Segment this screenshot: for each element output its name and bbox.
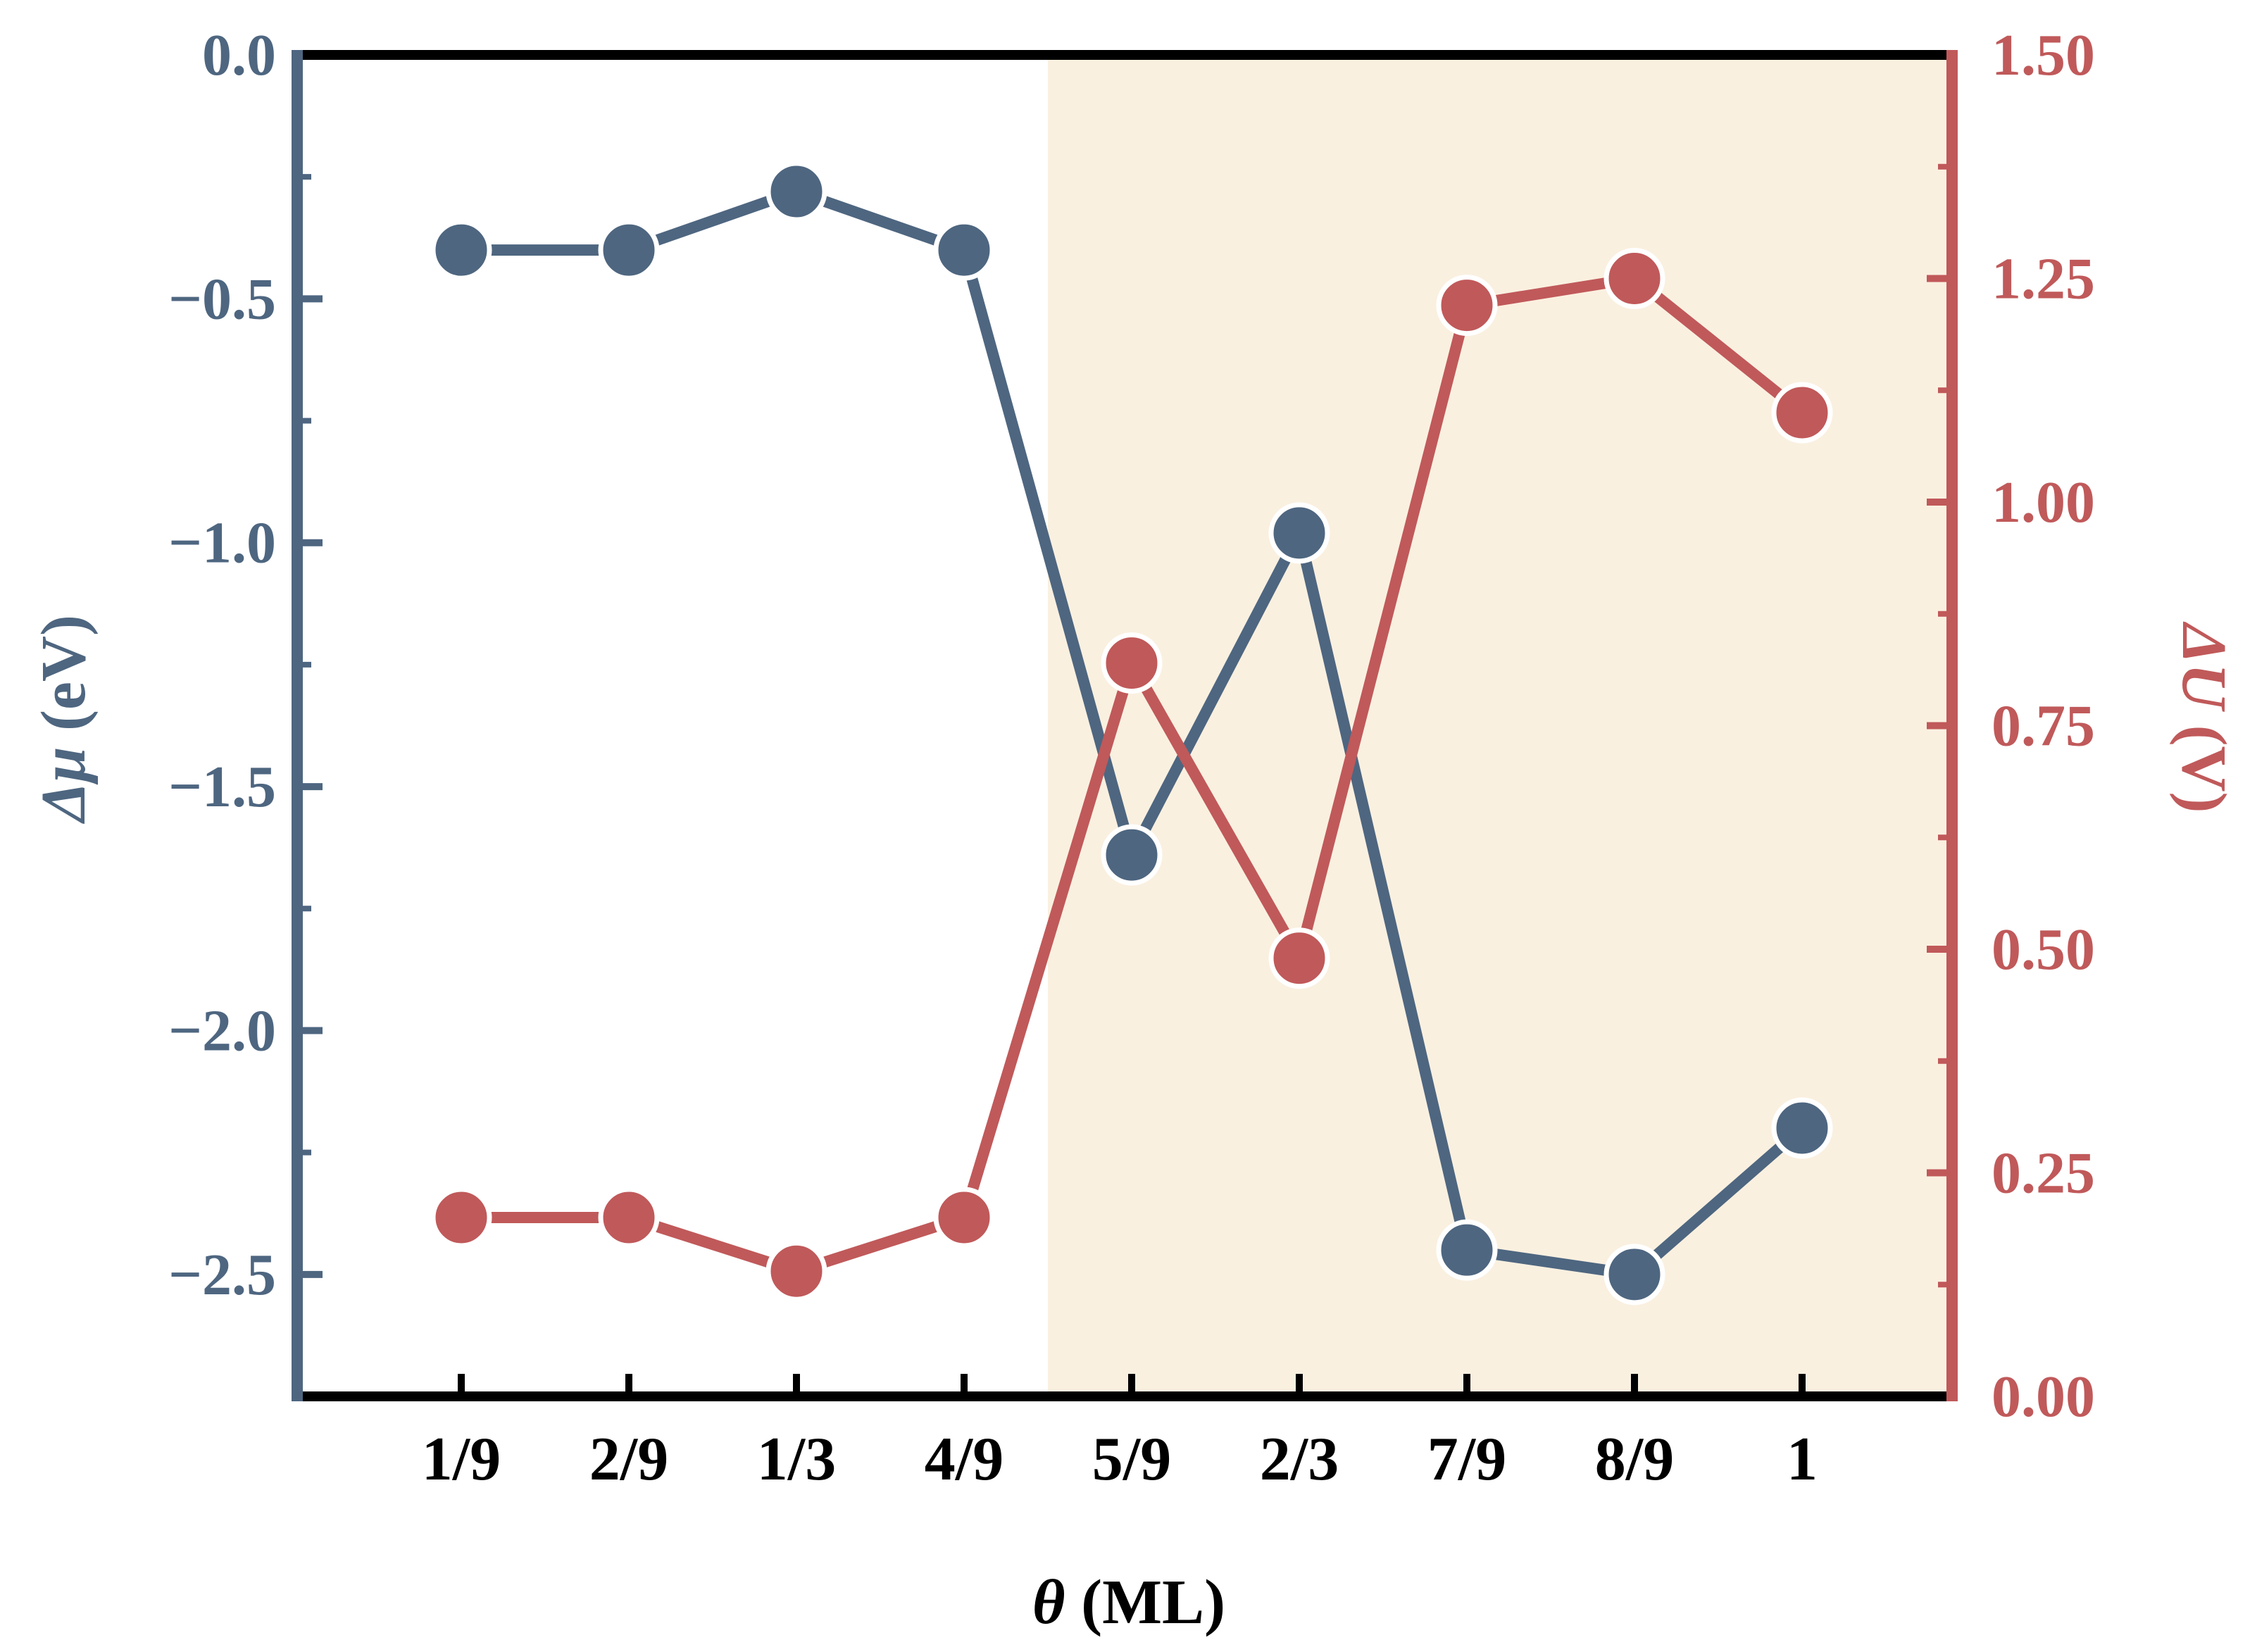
x-tick-label: 5/9 bbox=[1092, 1425, 1171, 1494]
x-tick-label: 4/9 bbox=[925, 1425, 1004, 1494]
left-axis-title-symbol: Δμ bbox=[29, 746, 99, 823]
x-axis-title-symbol: θ bbox=[1032, 1567, 1065, 1637]
x-tick-label: 8/9 bbox=[1595, 1425, 1674, 1494]
series-left-point bbox=[430, 219, 492, 281]
series-right-point bbox=[765, 1240, 827, 1302]
series-right-point bbox=[1101, 632, 1163, 694]
series-left-point bbox=[765, 161, 827, 223]
right-tick-label: 1.00 bbox=[1992, 470, 2095, 535]
right-axis-title: ΔU (V) bbox=[2169, 622, 2239, 813]
x-tick-label: 1/3 bbox=[757, 1425, 836, 1494]
right-tick-label: 1.50 bbox=[1992, 23, 2095, 88]
right-axis-title-symbol: ΔU bbox=[2169, 622, 2239, 712]
series-left-point bbox=[1268, 502, 1330, 564]
series-right-point bbox=[1268, 927, 1330, 989]
series-right-point bbox=[598, 1187, 660, 1249]
series-right-point bbox=[1603, 248, 1665, 309]
right-tick-label: 1.25 bbox=[1992, 246, 2095, 312]
x-tick-label: 1/9 bbox=[422, 1425, 501, 1494]
right-tick-label: 0.25 bbox=[1992, 1141, 2095, 1206]
series-right-point bbox=[1771, 382, 1833, 444]
right-tick-label: 0.50 bbox=[1992, 917, 2095, 982]
left-tick-label: −1.5 bbox=[168, 754, 276, 820]
left-tick-label: −2.0 bbox=[168, 998, 276, 1063]
right-tick-label: 0.75 bbox=[1992, 694, 2095, 759]
series-layer bbox=[430, 161, 1833, 1306]
x-axis-title-unit: (ML) bbox=[1065, 1567, 1225, 1637]
series-right-point bbox=[1436, 275, 1498, 337]
left-axis-ticks: 0.0 −0.5 −1.0 −1.5 −2.0 −2.5 bbox=[168, 23, 323, 1399]
left-tick-label: 0.0 bbox=[202, 23, 276, 88]
left-axis-title: Δμ (eV) bbox=[29, 615, 99, 824]
x-tick-label: 1 bbox=[1787, 1425, 1818, 1494]
series-left-point bbox=[933, 219, 995, 281]
series-left-point bbox=[598, 219, 660, 281]
left-tick-label: −0.5 bbox=[168, 266, 276, 332]
series-left-point bbox=[1771, 1097, 1833, 1159]
shaded-region bbox=[1048, 55, 1952, 1396]
x-tick-label: 7/9 bbox=[1427, 1425, 1506, 1494]
x-axis-ticks: 1/9 2/9 1/3 4/9 5/9 2/3 7/9 8/9 1 bbox=[422, 1374, 1818, 1494]
series-left-point bbox=[1603, 1244, 1665, 1306]
right-axis-title-unit: (V) bbox=[2169, 709, 2239, 813]
series-left-point bbox=[1436, 1219, 1498, 1281]
right-tick-label: 0.00 bbox=[1992, 1364, 2095, 1429]
x-tick-label: 2/3 bbox=[1260, 1425, 1339, 1494]
series-right-point bbox=[430, 1187, 492, 1249]
left-tick-label: −1.0 bbox=[168, 511, 276, 576]
x-axis-title: θ (ML) bbox=[1032, 1567, 1225, 1637]
left-tick-label: −2.5 bbox=[168, 1242, 276, 1308]
series-left-point bbox=[1101, 824, 1163, 886]
x-tick-label: 2/9 bbox=[589, 1425, 668, 1494]
left-axis-title-unit: (eV) bbox=[29, 615, 99, 746]
series-right-point bbox=[933, 1187, 995, 1249]
